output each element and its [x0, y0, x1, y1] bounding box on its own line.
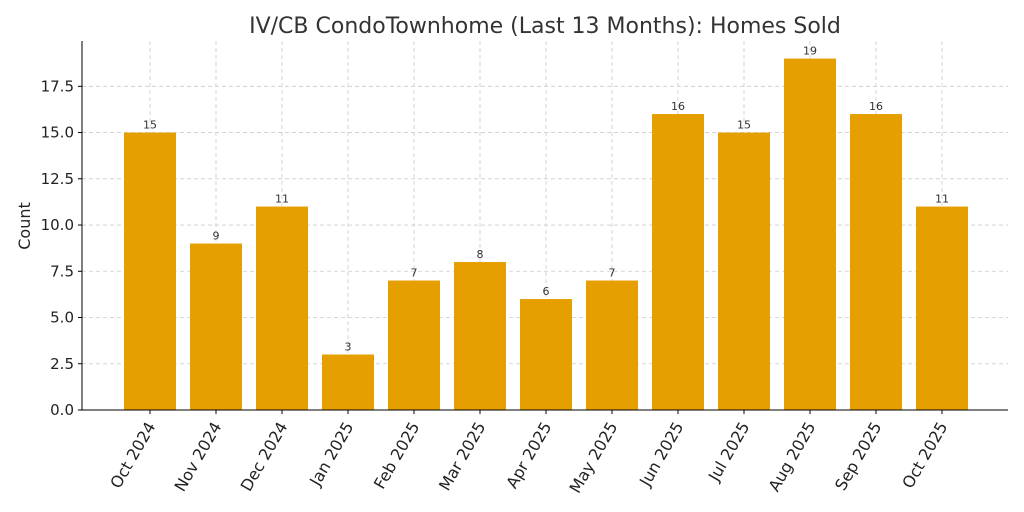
x-tick-label: May 2025 [566, 419, 622, 497]
data-label: 3 [345, 341, 352, 354]
x-tick-label: Nov 2024 [170, 419, 225, 495]
x-tick-label: Feb 2025 [370, 419, 424, 493]
data-label: 11 [935, 193, 949, 206]
x-tick-label: Dec 2024 [237, 419, 292, 495]
bar [256, 206, 308, 410]
data-label: 8 [477, 248, 484, 261]
y-tick-label: 7.5 [50, 262, 74, 280]
bar [520, 299, 572, 410]
x-tick-label: Oct 2025 [898, 419, 951, 492]
data-label: 15 [737, 119, 751, 132]
x-tick-label: Apr 2025 [502, 419, 555, 492]
data-label: 7 [609, 267, 616, 280]
data-label: 6 [543, 285, 550, 298]
y-tick-label: 15.0 [41, 124, 74, 142]
data-label: 15 [143, 119, 157, 132]
data-label: 11 [275, 193, 289, 206]
x-tick-label: Jul 2025 [704, 419, 754, 486]
y-tick-label: 0.0 [50, 401, 74, 419]
x-tick-label: Sep 2025 [831, 419, 885, 494]
data-label: 16 [869, 100, 883, 113]
bar [586, 280, 638, 410]
y-tick-label: 2.5 [50, 355, 74, 373]
x-tick-label: Oct 2024 [106, 419, 159, 492]
data-label: 16 [671, 100, 685, 113]
x-tick-label: Aug 2025 [764, 419, 819, 495]
y-tick-label: 5.0 [50, 309, 74, 327]
data-label: 7 [411, 267, 418, 280]
y-tick-label: 12.5 [41, 170, 74, 188]
data-label: 9 [213, 230, 220, 243]
y-tick-label: 10.0 [41, 216, 74, 234]
bar [454, 262, 506, 410]
x-tick-label: Mar 2025 [435, 419, 489, 494]
bar [850, 114, 902, 410]
chart-title: IV/CB CondoTownhome (Last 13 Months): Ho… [249, 14, 841, 39]
bar [322, 354, 374, 410]
y-axis-ticks: 0.0 2.5 5.0 7.5 10.0 12.5 15.0 17.5 [41, 77, 82, 419]
bar [190, 243, 242, 410]
y-tick-label: 17.5 [41, 77, 74, 95]
bar [784, 58, 836, 410]
bar [916, 206, 968, 410]
data-label: 19 [803, 45, 817, 58]
bar [388, 280, 440, 410]
bar [652, 114, 704, 410]
bars [124, 58, 968, 410]
y-axis-label: Count [15, 202, 34, 250]
data-labels: 15 9 11 3 7 8 6 7 16 15 19 16 11 [143, 45, 949, 354]
x-tick-label: Jun 2025 [635, 419, 687, 491]
x-axis-ticks: Oct 2024 Nov 2024 Dec 2024 Jan 2025 Feb 2025… [106, 410, 951, 496]
bar [124, 132, 176, 410]
x-tick-label: Jan 2025 [305, 419, 357, 490]
bar [718, 132, 770, 410]
